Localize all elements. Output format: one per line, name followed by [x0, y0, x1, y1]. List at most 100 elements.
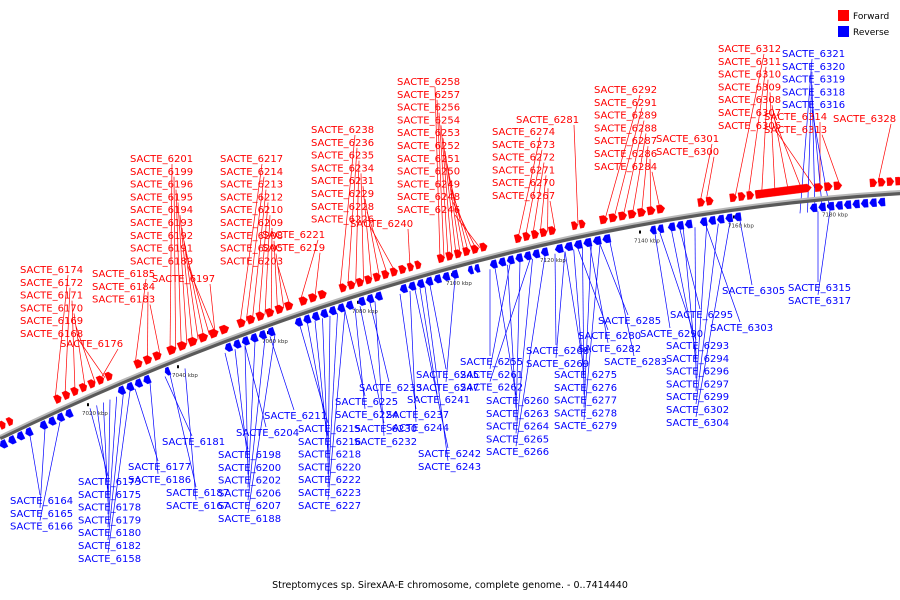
gene-forward[interactable]: [347, 280, 356, 290]
gene-forward[interactable]: [406, 262, 415, 272]
gene-reverse[interactable]: [55, 412, 66, 423]
gene-reverse[interactable]: [142, 374, 152, 385]
gene-forward[interactable]: [578, 219, 587, 229]
gene-reverse[interactable]: [399, 283, 409, 294]
gene-forward[interactable]: [530, 229, 540, 240]
gene-reverse[interactable]: [540, 247, 549, 257]
gene-reverse[interactable]: [15, 431, 26, 441]
gene-reverse[interactable]: [818, 202, 827, 212]
gene-forward[interactable]: [95, 375, 106, 385]
gene-reverse[interactable]: [416, 279, 426, 289]
gene-forward[interactable]: [381, 269, 390, 280]
gene-reverse[interactable]: [232, 339, 242, 350]
gene-forward[interactable]: [317, 289, 328, 300]
gene-reverse[interactable]: [843, 200, 852, 210]
gene-reverse[interactable]: [657, 224, 665, 234]
gene-forward[interactable]: [599, 215, 609, 225]
gene-forward[interactable]: [656, 204, 666, 214]
gene-reverse[interactable]: [345, 300, 355, 311]
gene-reverse[interactable]: [725, 213, 734, 223]
gene-reverse[interactable]: [523, 251, 532, 261]
gene-forward[interactable]: [462, 246, 471, 257]
gene-forward[interactable]: [869, 178, 878, 188]
gene-reverse[interactable]: [133, 378, 144, 388]
gene-forward[interactable]: [78, 382, 89, 393]
gene-reverse[interactable]: [869, 198, 877, 207]
gene-reverse[interactable]: [258, 330, 268, 340]
gene-reverse[interactable]: [224, 342, 234, 353]
gene-reverse[interactable]: [357, 296, 367, 307]
gene-forward[interactable]: [547, 226, 557, 236]
gene-forward[interactable]: [453, 249, 463, 259]
gene-reverse[interactable]: [125, 381, 135, 392]
gene-forward[interactable]: [338, 283, 348, 293]
gene-reverse[interactable]: [852, 199, 860, 209]
gene-reverse[interactable]: [336, 303, 346, 313]
gene-forward[interactable]: [697, 197, 706, 207]
gene-forward[interactable]: [389, 267, 399, 277]
gene-forward[interactable]: [878, 177, 886, 187]
gene-reverse[interactable]: [0, 439, 9, 449]
gene-reverse[interactable]: [266, 326, 276, 337]
gene-reverse[interactable]: [564, 241, 574, 252]
gene-reverse[interactable]: [38, 420, 49, 430]
gene-forward[interactable]: [513, 234, 523, 244]
gene-forward[interactable]: [197, 332, 209, 343]
gene-forward[interactable]: [895, 176, 900, 186]
gene-forward[interactable]: [53, 394, 63, 404]
gene-reverse[interactable]: [716, 214, 725, 224]
gene-forward[interactable]: [298, 296, 309, 306]
gene-reverse[interactable]: [47, 416, 57, 426]
gene-forward[interactable]: [70, 386, 80, 397]
gene-reverse[interactable]: [302, 314, 312, 325]
gene-reverse[interactable]: [424, 276, 434, 287]
gene-forward[interactable]: [737, 192, 746, 201]
gene-forward[interactable]: [823, 182, 833, 192]
gene-reverse[interactable]: [826, 201, 835, 211]
gene-reverse[interactable]: [809, 203, 818, 213]
gene-forward[interactable]: [570, 221, 579, 231]
gene-reverse[interactable]: [708, 215, 717, 225]
gene-forward[interactable]: [539, 228, 549, 238]
gene-reverse[interactable]: [64, 408, 74, 419]
gene-forward[interactable]: [436, 253, 446, 264]
gene-reverse[interactable]: [433, 274, 443, 284]
gene-forward[interactable]: [245, 314, 256, 325]
gene-reverse[interactable]: [241, 336, 251, 346]
gene-reverse[interactable]: [602, 234, 612, 244]
gene-reverse[interactable]: [733, 212, 742, 222]
gene-reverse[interactable]: [441, 271, 451, 282]
gene-reverse[interactable]: [592, 235, 602, 246]
gene-forward[interactable]: [236, 318, 247, 329]
gene-reverse[interactable]: [667, 222, 676, 232]
gene-forward[interactable]: [133, 358, 143, 369]
gene-reverse[interactable]: [676, 220, 685, 230]
gene-forward[interactable]: [283, 300, 294, 311]
gene-forward[interactable]: [646, 206, 656, 216]
gene-forward[interactable]: [264, 307, 275, 318]
gene-reverse[interactable]: [319, 308, 329, 319]
gene-forward[interactable]: [255, 311, 266, 322]
gene-reverse[interactable]: [835, 201, 843, 210]
gene-reverse[interactable]: [473, 263, 481, 273]
gene-reverse[interactable]: [684, 219, 693, 229]
gene-forward[interactable]: [414, 260, 422, 270]
gene-reverse[interactable]: [467, 265, 475, 275]
gene-reverse[interactable]: [699, 217, 708, 227]
gene-reverse[interactable]: [506, 255, 515, 265]
gene-forward[interactable]: [152, 350, 162, 361]
gene-reverse[interactable]: [489, 259, 498, 269]
gene-reverse[interactable]: [583, 237, 593, 248]
gene-forward[interactable]: [187, 336, 199, 347]
gene-forward[interactable]: [308, 292, 318, 303]
gene-forward[interactable]: [608, 213, 618, 223]
gene-forward[interactable]: [886, 177, 895, 186]
gene-reverse[interactable]: [294, 317, 304, 328]
gene-forward[interactable]: [176, 340, 188, 351]
gene-forward[interactable]: [833, 181, 843, 191]
gene-forward[interactable]: [637, 207, 647, 218]
gene-reverse[interactable]: [116, 385, 127, 396]
gene-forward[interactable]: [87, 378, 97, 389]
gene-reverse[interactable]: [498, 257, 507, 267]
gene-forward[interactable]: [0, 420, 7, 430]
